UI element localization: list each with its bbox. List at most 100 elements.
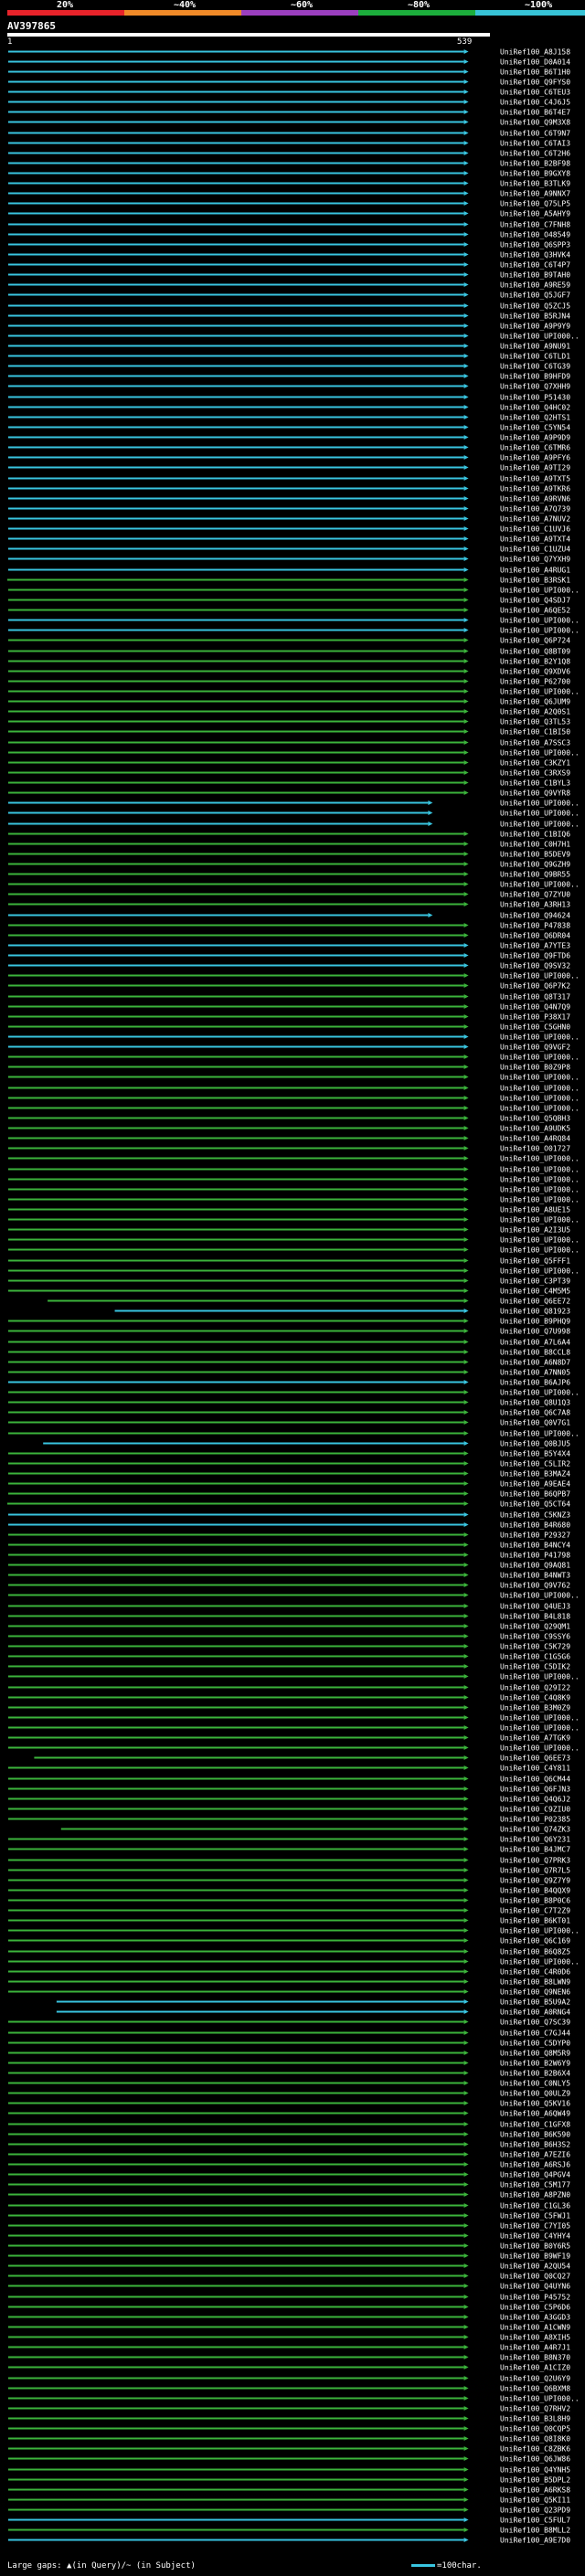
hit-label[interactable]: UniRef100_A7SSC3	[500, 739, 570, 747]
hit-label[interactable]: UniRef100_A8UE15	[500, 1206, 570, 1214]
hit-label[interactable]: UniRef100_Q2HTS1	[500, 414, 570, 422]
hit-label[interactable]: UniRef100_C5K729	[500, 1643, 570, 1651]
hit-label[interactable]: UniRef100_UPI000..	[500, 810, 580, 818]
hit-label[interactable]: UniRef100_A1CWN9	[500, 2324, 570, 2332]
hit-label[interactable]: UniRef100_Q6P7K2	[500, 982, 570, 991]
hit-label[interactable]: UniRef100_B5DEV9	[500, 851, 570, 859]
hit-label[interactable]: UniRef100_A9NNX7	[500, 190, 570, 198]
hit-label[interactable]: UniRef100_B6QPB7	[500, 1490, 570, 1499]
hit-label[interactable]: UniRef100_UPI000..	[500, 749, 580, 758]
hit-label[interactable]: UniRef100_Q9FTD6	[500, 952, 570, 960]
hit-label[interactable]: UniRef100_UPI000..	[500, 1724, 580, 1733]
hit-label[interactable]: UniRef100_A7EZI6	[500, 2151, 570, 2159]
hit-label[interactable]: UniRef100_Q4UEJ3	[500, 1603, 570, 1611]
hit-label[interactable]: UniRef100_B3MAZ4	[500, 1470, 570, 1479]
hit-label[interactable]: UniRef100_A0RNG4	[500, 2009, 570, 2017]
hit-label[interactable]: UniRef100_B4QQX9	[500, 1887, 570, 1895]
hit-label[interactable]: UniRef100_B3M0Z9	[500, 1704, 570, 1712]
hit-label[interactable]: UniRef100_UPI000..	[500, 1267, 580, 1276]
hit-label[interactable]: UniRef100_P47838	[500, 922, 570, 930]
hit-label[interactable]: UniRef100_B4R680	[500, 1521, 570, 1530]
hit-label[interactable]: UniRef100_C4YHY4	[500, 2232, 570, 2241]
hit-label[interactable]: UniRef100_Q0ULZ9	[500, 2090, 570, 2098]
hit-label[interactable]: UniRef100_C6TMR6	[500, 444, 570, 452]
hit-label[interactable]: UniRef100_Q5JGF7	[500, 292, 570, 300]
hit-label[interactable]: UniRef100_B0Y6R5	[500, 2242, 570, 2251]
hit-label[interactable]: UniRef100_Q6CM44	[500, 1776, 570, 1784]
hit-label[interactable]: UniRef100_Q9AQ81	[500, 1562, 570, 1570]
hit-label[interactable]: UniRef100_UPI000..	[500, 1196, 580, 1204]
hit-label[interactable]: UniRef100_A7NN05	[500, 1369, 570, 1377]
hit-label[interactable]: UniRef100_C1G5G6	[500, 1653, 570, 1661]
hit-label[interactable]: UniRef100_A3RH13	[500, 901, 570, 909]
hit-label[interactable]: UniRef100_A9UDK5	[500, 1125, 570, 1133]
hit-label[interactable]: UniRef100_A4R7J1	[500, 2344, 570, 2352]
hit-label[interactable]: UniRef100_P38X17	[500, 1013, 570, 1022]
hit-label[interactable]: UniRef100_A4RQ84	[500, 1135, 570, 1143]
hit-label[interactable]: UniRef100_Q6C169	[500, 1937, 570, 1945]
hit-label[interactable]: UniRef100_Q5QBH3	[500, 1115, 570, 1123]
hit-label[interactable]: UniRef100_Q6P724	[500, 637, 570, 645]
hit-label[interactable]: UniRef100_A1CIZ0	[500, 2364, 570, 2372]
hit-label[interactable]: UniRef100_P62700	[500, 678, 570, 686]
hit-label[interactable]: UniRef100_C5DYP0	[500, 2040, 570, 2048]
hit-label[interactable]: UniRef100_UPI000..	[500, 1085, 580, 1093]
hit-label[interactable]: UniRef100_C4M5M5	[500, 1288, 570, 1296]
hit-label[interactable]: UniRef100_Q6SPP3	[500, 241, 570, 249]
hit-label[interactable]: UniRef100_B8P0C6	[500, 1897, 570, 1905]
hit-label[interactable]: UniRef100_UPI000..	[500, 1186, 580, 1194]
hit-label[interactable]: UniRef100_A8J158	[500, 48, 570, 57]
hit-label[interactable]: UniRef100_Q74ZK3	[500, 1826, 570, 1834]
hit-label[interactable]: UniRef100_Q3HVK4	[500, 251, 570, 260]
hit-label[interactable]: UniRef100_UPI000..	[500, 1074, 580, 1082]
hit-label[interactable]: UniRef100_Q7U998	[500, 1328, 570, 1336]
hit-label[interactable]: UniRef100_C3KZY1	[500, 759, 570, 768]
hit-label[interactable]: UniRef100_A9EAE4	[500, 1480, 570, 1489]
hit-label[interactable]: UniRef100_B4L818	[500, 1613, 570, 1621]
hit-label[interactable]: UniRef100_B9GXY8	[500, 170, 570, 178]
hit-label[interactable]: UniRef100_B6KT01	[500, 1917, 570, 1925]
hit-label[interactable]: UniRef100_B9PHQ9	[500, 1318, 570, 1326]
hit-label[interactable]: UniRef100_A9RVN6	[500, 495, 570, 504]
hit-label[interactable]: UniRef100_B2W6Y9	[500, 2060, 570, 2068]
hit-label[interactable]: UniRef100_C5FWJ1	[500, 2212, 570, 2221]
hit-label[interactable]: UniRef100_Q6JW86	[500, 2455, 570, 2464]
hit-label[interactable]: UniRef100_C5GHN0	[500, 1023, 570, 1032]
hit-label[interactable]: UniRef100_Q6DR04	[500, 932, 570, 940]
hit-label[interactable]: UniRef100_C6T4P7	[500, 261, 570, 270]
hit-label[interactable]: UniRef100_C7YI05	[500, 2222, 570, 2231]
hit-label[interactable]: UniRef100_A6RKS8	[500, 2486, 570, 2495]
hit-label[interactable]: UniRef100_UPI000..	[500, 1034, 580, 1042]
hit-label[interactable]: UniRef100_A9P9Y9	[500, 323, 570, 331]
hit-label[interactable]: UniRef100_Q9FYS0	[500, 79, 570, 87]
hit-label[interactable]: UniRef100_A9TXT5	[500, 475, 570, 483]
hit-label[interactable]: UniRef100_UPI000..	[500, 800, 580, 808]
hit-label[interactable]: UniRef100_A9NU91	[500, 343, 570, 351]
hit-label[interactable]: UniRef100_B6T4E7	[500, 109, 570, 117]
hit-label[interactable]: UniRef100_C1BIQ6	[500, 831, 570, 839]
hit-label[interactable]: UniRef100_C1BYL3	[500, 779, 570, 788]
hit-label[interactable]: UniRef100_Q6EE72	[500, 1298, 570, 1306]
hit-label[interactable]: UniRef100_A9P9D9	[500, 434, 570, 442]
hit-label[interactable]: UniRef100_C5FUL7	[500, 2517, 570, 2525]
hit-label[interactable]: UniRef100_A9TKR6	[500, 485, 570, 493]
hit-label[interactable]: UniRef100_B9HFD9	[500, 373, 570, 381]
hit-label[interactable]: UniRef100_Q9VGF2	[500, 1044, 570, 1052]
hit-label[interactable]: UniRef100_Q81923	[500, 1308, 570, 1316]
hit-label[interactable]: UniRef100_A7L6A4	[500, 1339, 570, 1347]
hit-label[interactable]: UniRef100_A2QU54	[500, 2263, 570, 2271]
hit-label[interactable]: UniRef100_B9TAH0	[500, 271, 570, 280]
hit-label[interactable]: UniRef100_C6TLD1	[500, 353, 570, 361]
hit-label[interactable]: UniRef100_UPI000..	[500, 1246, 580, 1255]
hit-label[interactable]: UniRef100_UPI000..	[500, 821, 580, 829]
hit-label[interactable]: UniRef100_UPI000..	[500, 587, 580, 595]
hit-label[interactable]: UniRef100_Q7R7L5	[500, 1867, 570, 1875]
hit-label[interactable]: UniRef100_C7T2Z9	[500, 1907, 570, 1915]
hit-label[interactable]: UniRef100_D0A014	[500, 58, 570, 67]
hit-label[interactable]: UniRef100_Q4PGV4	[500, 2171, 570, 2179]
hit-label[interactable]: UniRef100_Q7SC39	[500, 2019, 570, 2027]
hit-label[interactable]: UniRef100_Q9NEN6	[500, 1988, 570, 1997]
hit-label[interactable]: UniRef100_Q4Q6J2	[500, 1796, 570, 1804]
hit-label[interactable]: UniRef100_C6TAI3	[500, 140, 570, 148]
hit-label[interactable]: UniRef100_Q9VYR8	[500, 790, 570, 798]
